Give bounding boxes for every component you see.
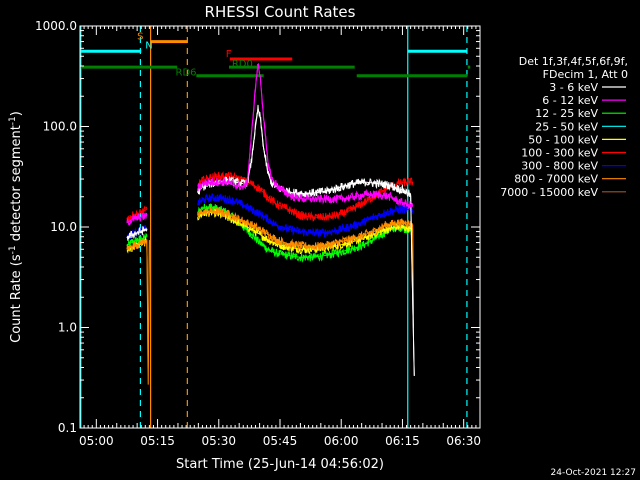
- legend-header-2: FDecim 1, Att 0: [543, 68, 628, 81]
- series-6-12-kev-segment-1: [126, 212, 148, 227]
- flag-label-f: F: [226, 49, 232, 60]
- y-tick-label-1-0: 1.0: [58, 321, 77, 335]
- series-800-7000-kev-trend-1: [126, 239, 150, 385]
- y-tick-label-100-0: 100.0: [43, 120, 77, 134]
- y-axis-label-sup2: -1: [8, 116, 18, 125]
- legend-label-300-800-kev: 300 - 800 keV: [521, 160, 598, 173]
- y-axis-label: Count Rate (s-1 detector segment-1): [8, 111, 24, 343]
- legend-label-6-12-kev: 6 - 12 keV: [542, 94, 598, 107]
- y-axis-label-sup1: -1: [8, 245, 18, 254]
- series-6-12-kev-trend-1: [126, 215, 148, 224]
- x-tick-label-06-15: 06:15: [385, 434, 420, 448]
- x-tick-label-05-00: 05:00: [79, 434, 114, 448]
- series-800-7000-kev-trend-2: [197, 210, 414, 328]
- flag-label-s: S: [137, 32, 143, 43]
- y-tick-label-0-1: 0.1: [58, 421, 77, 435]
- series-300-800-kev-trend-2: [197, 197, 413, 234]
- x-tick-label-06-30: 06:30: [446, 434, 481, 448]
- flag-label-rd0: RD0: [232, 59, 253, 70]
- timestamp: 24-Oct-2021 12:27: [551, 468, 636, 478]
- legend-label-25-50-kev: 25 - 50 keV: [535, 120, 598, 133]
- x-tick-label-05-30: 05:30: [201, 434, 236, 448]
- axes-layer: 0.1 1.0 10.0 100.0 1000.0 05:00 05:15 05:30 05:4…: [35, 19, 481, 448]
- x-tick-label-05-45: 05:45: [263, 434, 298, 448]
- y-axis-label-mid: detector segment: [9, 125, 24, 245]
- x-tick-label-06-00: 06:00: [324, 434, 359, 448]
- series-6-12-kev-trend-2: [197, 63, 413, 207]
- series-300-800-kev-segment-2: [197, 193, 414, 238]
- legend-label-800-7000-kev: 800 - 7000 keV: [514, 173, 598, 186]
- legend-label-3-6-kev: 3 - 6 keV: [549, 81, 598, 94]
- y-axis-label-end: ): [9, 111, 24, 116]
- series-3-6-kev-trend-1: [126, 228, 148, 239]
- y-axis-label-main: Count Rate (s: [9, 254, 24, 343]
- chart-title: RHESSI Count Rates: [205, 3, 356, 21]
- legend-label-7000-15000-kev: 7000 - 15000 keV: [500, 186, 598, 199]
- legend-label-12-25-kev: 12 - 25 keV: [535, 107, 598, 120]
- legend: Det 1f,3f,4f,5f,6f,9f,FDecim 1, Att 03 -…: [500, 55, 628, 199]
- y-tick-label-1000-0: 1000.0: [35, 19, 77, 33]
- series-800-7000-kev-segment-1: [126, 237, 150, 369]
- series-12-25-kev-trend-1: [126, 236, 148, 247]
- series-100-300-kev-trend-1: [126, 208, 148, 220]
- legend-label-50-100-kev: 50 - 100 keV: [528, 133, 598, 146]
- flag-label-rd6: RD6: [176, 68, 197, 79]
- series-800-7000-kev-segment-2: [197, 206, 414, 328]
- flag-label-n: N: [145, 40, 152, 51]
- x-axis-label: Start Time (25-Jun-14 04:56:02): [176, 457, 384, 472]
- series-12-25-kev-trend-2: [197, 205, 413, 258]
- legend-header-1: Det 1f,3f,4f,5f,6f,9f,: [519, 55, 628, 68]
- legend-label-100-300-kev: 100 - 300 keV: [521, 147, 598, 160]
- y-tick-label-10-0: 10.0: [50, 220, 77, 234]
- x-tick-label-05-15: 05:15: [140, 434, 175, 448]
